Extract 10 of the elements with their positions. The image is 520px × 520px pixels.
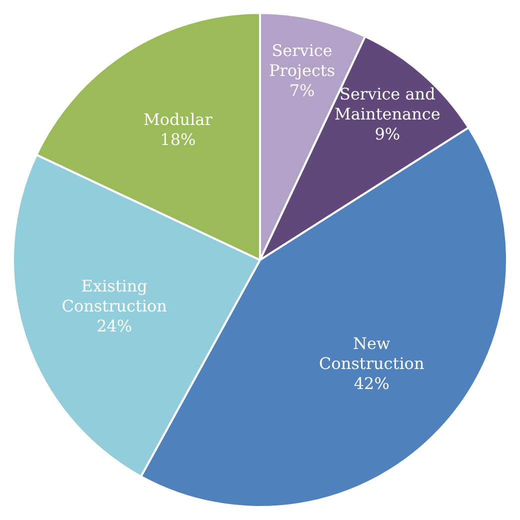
data-label: 7% xyxy=(289,81,315,100)
data-label: 42% xyxy=(354,374,390,393)
data-label: 24% xyxy=(96,316,132,336)
data-label: 9% xyxy=(374,124,400,144)
slice-label: Service and Maintenance xyxy=(334,84,440,124)
slice-label: Service Projects xyxy=(268,41,336,80)
slice-label: Existing Construction xyxy=(62,276,167,316)
data-label: 18% xyxy=(160,130,196,149)
slice-label: New Construction xyxy=(319,334,424,373)
slice-label: Modular xyxy=(144,110,213,129)
